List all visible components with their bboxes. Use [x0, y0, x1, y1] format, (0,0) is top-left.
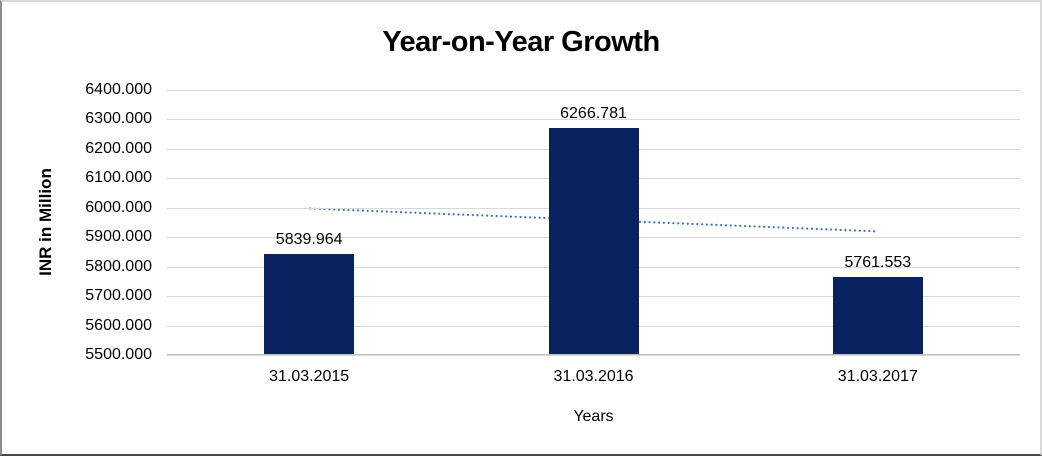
- y-tick-label: 6100.000: [85, 169, 152, 187]
- bar-data-label: 5761.553: [844, 254, 912, 271]
- gridline: [167, 90, 1020, 91]
- y-tick-label: 6300.000: [85, 110, 152, 128]
- y-tick-label: 5900.000: [85, 228, 152, 246]
- x-axis-title: Years: [573, 408, 614, 425]
- bar-data-label: 5839.964: [275, 230, 343, 248]
- y-tick-label: 5700.000: [85, 287, 152, 305]
- y-tick-label: 5500.000: [85, 346, 152, 363]
- y-axis-tick-labels: 5500.000 5600.000 5700.000 5800.000 5900.000…: [2, 81, 152, 363]
- y-tick-label: 5800.000: [85, 257, 152, 275]
- x-tick-label: 31.03.2015: [269, 368, 350, 385]
- bar-31.03.2016: [548, 128, 639, 354]
- plot-area: 5839.964 6266.781 5761.553: [167, 90, 1020, 356]
- trendline: [309, 207, 878, 233]
- x-axis-tick-labels: 31.03.2015 31.03.2016 31.03.2017: [167, 368, 1020, 390]
- bar-data-label: 6266.781: [560, 105, 627, 123]
- bar-31.03.2015: [264, 253, 355, 354]
- gridline: [167, 119, 1020, 121]
- y-tick-label: 6400.000: [85, 81, 152, 98]
- bar-31.03.2017: [832, 277, 923, 354]
- x-tick-label: 31.03.2016: [553, 368, 634, 385]
- gridline: [167, 355, 1020, 356]
- y-tick-label: 5600.000: [85, 316, 152, 334]
- y-tick-label: 6000.000: [85, 198, 152, 216]
- chart-title: Year-on-Year Growth: [382, 26, 660, 58]
- x-tick-label: 31.03.2017: [837, 368, 918, 385]
- y-tick-label: 6200.000: [85, 139, 152, 157]
